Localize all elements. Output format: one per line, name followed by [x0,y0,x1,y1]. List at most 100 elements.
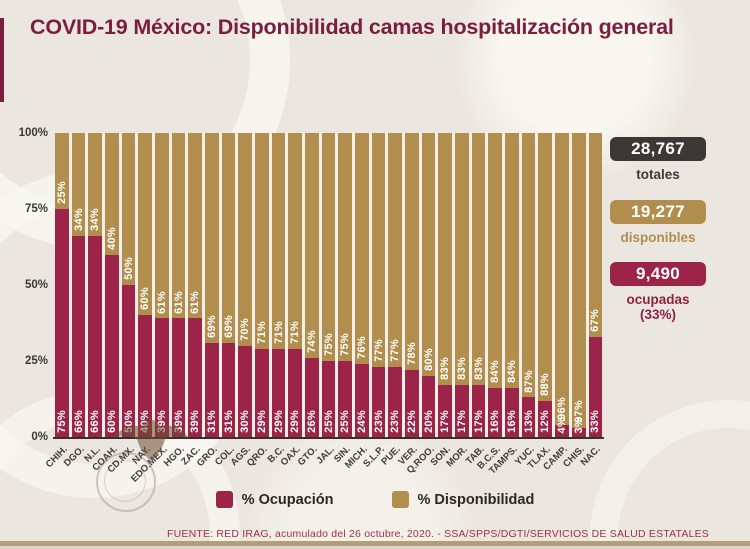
ocupacion-segment [171,318,186,437]
disponibilidad-value-label: 34% [72,208,85,232]
stat-totales-value: 28,767 [610,137,706,161]
disponibilidad-value-label: 77% [372,339,385,363]
stacked-bar: 76% 24% [355,133,369,437]
disponibilidad-segment [471,133,486,386]
disponibilidad-value-label: 61% [189,290,202,314]
stacked-bar: 67% 33% [588,133,603,437]
ocupacion-value-label: 39% [172,410,185,433]
disponibilidad-value-label: 50% [122,257,135,280]
ocupacion-segment [571,427,586,437]
stacked-bar: 34% 66% [71,133,86,437]
ocupacion-segment [538,400,553,437]
ocupacion-value-label: 22% [405,410,418,433]
ocupacion-segment [71,236,86,437]
ocupacion-segment [205,342,219,437]
disponibilidad-value-label: 71% [272,320,285,344]
disponibilidad-segment [171,133,186,319]
ocupacion-value-label: 29% [255,410,268,433]
stacked-bar: 77% 23% [371,133,386,437]
ocupacion-segment [105,254,119,437]
stacked-bar: 25% 75% [55,133,69,437]
ocupacion-value-label: 50% [122,410,135,433]
disponibilidad-segment [338,133,353,361]
stacked-bar: 71% 29% [288,133,303,437]
ocupacion-value-label: 39% [155,410,168,433]
bottom-divider [0,541,750,546]
stacked-bar: 75% 25% [338,133,353,437]
disponibilidad-segment [588,133,603,337]
disponibilidad-value-label: 71% [255,320,268,344]
ocupacion-value-label: 17% [439,410,452,433]
stacked-bar: 69% 31% [221,133,236,437]
ocupacion-value-label: 3% [572,416,585,434]
stacked-bar: 80% 20% [421,133,436,437]
disponibilidad-value-label: 77% [389,339,402,363]
ocupacion-value-label: 17% [455,410,468,433]
ocupacion-value-label: 66% [72,410,85,433]
disponibilidad-value-label: 69% [222,314,235,338]
disponibilidad-value-label: 70% [239,317,252,341]
title-accent-bar [0,18,4,102]
plot-area: 25% 75% 34% 66% 34% 66% 40% 60% 50% 50% 60% 40% 61% 3… [55,133,603,437]
ocupacion-segment [438,385,453,437]
disponibilidad-value-label: 83% [439,357,452,381]
disponibilidad-segment [121,133,136,285]
stat-ocupadas-sublabel: (33%) [639,307,676,322]
y-axis-tick-label: 0% [31,431,48,443]
stacked-bar: 70% 30% [238,133,253,437]
ocupacion-segment [555,424,569,437]
ocupacion-segment [121,285,136,437]
disponibilidad-value-label: 75% [339,333,352,356]
disponibilidad-segment [355,133,369,365]
stacked-bar: 40% 60% [105,133,119,437]
stacked-bar: 78% 22% [405,133,419,437]
disponibilidad-segment [488,133,503,389]
disponibilidad-segment [221,133,236,343]
disponibilidad-value-label: 61% [155,290,168,314]
stat-disponibles-value: 19,277 [610,200,706,224]
stacked-bar: 75% 25% [321,133,336,437]
stacked-bar: 96% 4% [555,133,569,437]
disponibilidad-segment [88,133,103,237]
ocupacion-value-label: 16% [505,410,518,433]
disponibilidad-value-label: 69% [205,314,218,338]
disponibilidad-segment [455,133,469,386]
ocupacion-segment [588,336,603,437]
disponibilidad-value-label: 67% [589,308,602,332]
page-title: COVID-19 México: Disponibilidad camas ho… [30,15,674,39]
disponibilidad-segment [421,133,436,377]
ocupacion-value-label: 13% [522,410,535,433]
ocupacion-segment [521,397,536,437]
ocupacion-value-label: 75% [55,410,68,433]
disponibilidad-segment [305,133,319,358]
disponibilidad-segment [405,133,419,371]
disponibilidad-segment [71,133,86,237]
disponibilidad-value-label: 40% [105,226,118,250]
ocupacion-segment [305,357,319,437]
ocupacion-value-label: 20% [422,410,435,433]
stat-disponibles: 19,277 disponibles [610,200,706,245]
ocupacion-segment [355,364,369,437]
ocupacion-value-label: 29% [289,410,302,433]
legend-label-ocupacion: % Ocupación [241,491,334,508]
ocupacion-segment [455,385,469,437]
disponibilidad-value-label: 76% [355,336,368,360]
stacked-bar: 34% 66% [88,133,103,437]
disponibilidad-segment [388,133,403,368]
ocupacion-segment [388,367,403,437]
disponibilidad-segment [321,133,336,361]
disponibilidad-segment [271,133,286,349]
ocupacion-segment [505,388,519,437]
stat-ocupadas-value: 9,490 [610,262,706,286]
ocupacion-segment [188,318,203,437]
disponibilidad-segment [571,133,586,428]
disponibilidad-segment [555,133,569,425]
disponibilidad-value-label: 74% [305,330,318,353]
stacked-bar: 50% 50% [121,133,136,437]
disponibilidad-value-label: 87% [522,369,535,393]
stacked-bar: 60% 40% [138,133,153,437]
ocupacion-segment [421,376,436,437]
stat-disponibles-label: disponibles [620,230,696,245]
ocupacion-segment [271,348,286,437]
